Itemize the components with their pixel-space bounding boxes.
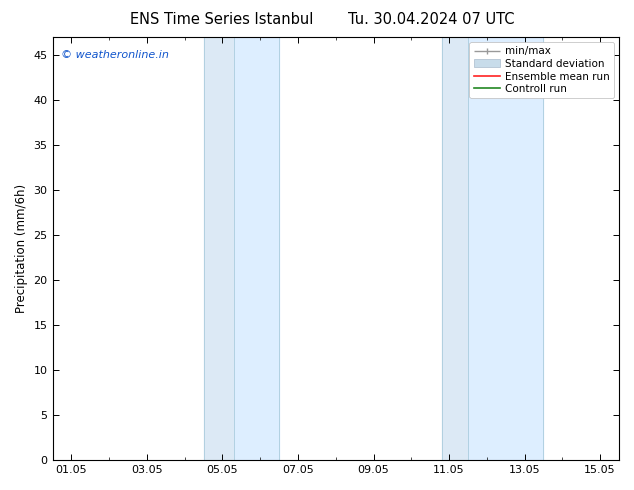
Bar (234, 37, 279, 460)
Bar (441, 37, 468, 460)
Legend: min/max, Standard deviation, Ensemble mean run, Controll run: min/max, Standard deviation, Ensemble me… (469, 42, 614, 98)
Y-axis label: Precipitation (mm/6h): Precipitation (mm/6h) (15, 184, 28, 313)
Text: ENS Time Series Istanbul: ENS Time Series Istanbul (130, 12, 314, 27)
Bar (204, 37, 234, 460)
Text: Tu. 30.04.2024 07 UTC: Tu. 30.04.2024 07 UTC (348, 12, 514, 27)
Bar (468, 37, 543, 460)
Text: © weatheronline.in: © weatheronline.in (61, 50, 169, 60)
